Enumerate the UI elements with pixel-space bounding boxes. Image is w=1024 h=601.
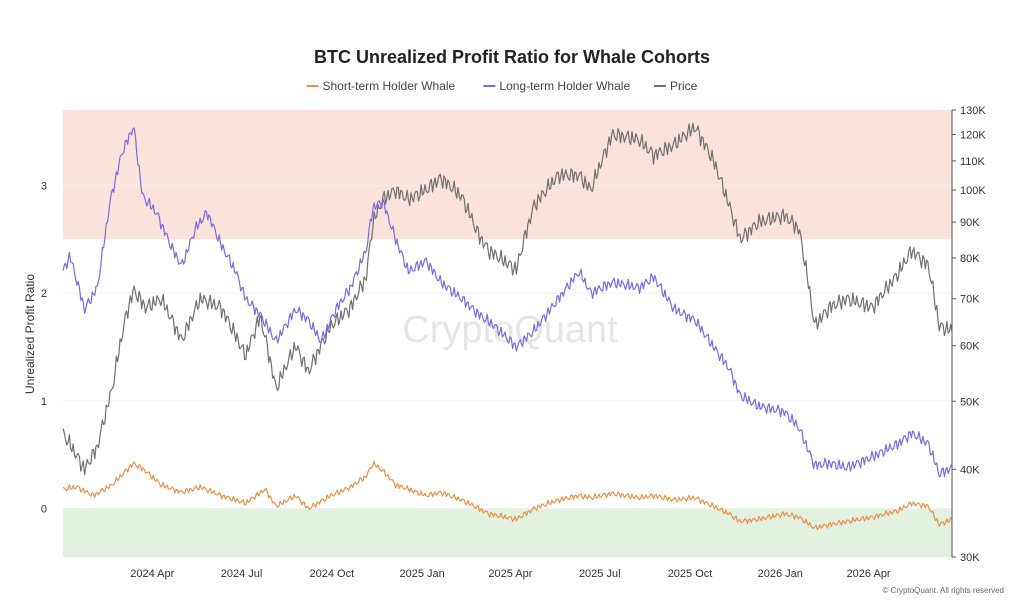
legend-item-long-term-holder-whale[interactable]: Long-term Holder Whale [499,79,630,93]
x-tick-label: 2025 Apr [488,568,532,580]
y2-tick-label: 120K [960,129,986,141]
x-tick-label: 2024 Apr [130,568,174,580]
x-tick-label: 2024 Oct [310,568,355,580]
y-tick-label: 1 [41,396,47,408]
y-axis-label: Unrealized Profit Ratio [23,274,37,394]
x-tick-label: 2025 Jul [579,568,621,580]
legend-item-price[interactable]: Price [670,79,698,93]
zones [63,110,952,557]
x-tick-label: 2025 Jan [399,568,444,580]
series-line-long-term-holder-whale [62,127,953,478]
chart-title: BTC Unrealized Profit Ratio for Whale Co… [314,47,710,67]
watermark: CryptoQuant [402,309,618,351]
y-tick-label: 0 [41,504,47,516]
y2-tick-label: 70K [960,294,980,306]
copyright-text: © CryptoQuant. All rights reserved [883,586,1005,595]
zone-high [63,110,952,240]
axes: 0 1 2 3 30K 40K 50K 60K 70K 80K 90K 100K 110K 120K 130… [41,105,986,580]
y2-tick-label: 100K [960,185,986,197]
y2-tick-label: 40K [960,464,980,476]
x-tick-label: 2024 Jul [221,568,263,580]
x-tick-label: 2026 Jan [758,568,803,580]
gridlines [63,184,952,510]
y2-tick-label: 90K [960,217,980,229]
y2-tick-label: 30K [960,552,980,564]
series-line-price [62,122,953,476]
x-tick-label: 2025 Oct [668,568,713,580]
y2-tick-label: 50K [960,396,980,408]
series-layer [62,122,953,531]
y2-tick-label: 80K [960,253,980,265]
x-tick-label: 2026 Apr [847,568,891,580]
y2-tick-label: 60K [960,341,980,353]
legend-item-short-term-holder-whale[interactable]: Short-term Holder Whale [323,79,456,93]
y-tick-label: 3 [41,180,47,192]
y2-tick-label: 110K [960,156,986,168]
y2-tick-label: 130K [960,105,986,117]
y-tick-label: 2 [41,288,47,300]
series-line-short-term-holder-whale [62,460,953,531]
legend[interactable]: Short-term Holder Whale Long-term Holder … [306,79,698,93]
zone-low [63,508,952,557]
